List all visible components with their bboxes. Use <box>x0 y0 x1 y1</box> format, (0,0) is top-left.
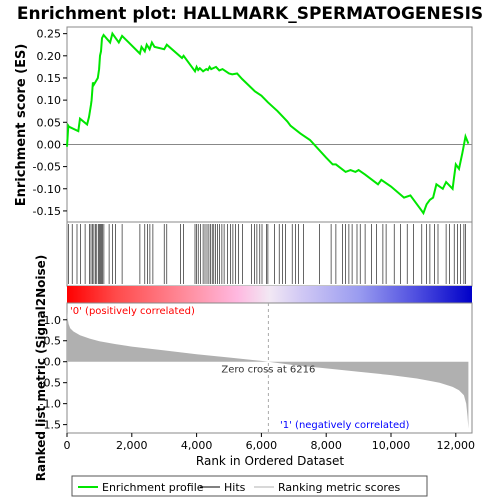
legend-label-ranking: Ranking metric scores <box>278 481 400 494</box>
es-ytick-label: 0.15 <box>37 72 62 85</box>
pos-correlated-label: '0' (positively correlated) <box>70 306 195 317</box>
es-ytick-label: -0.05 <box>33 161 61 174</box>
es-ytick-label: 0.00 <box>37 138 62 151</box>
x-axis-label: Rank in Ordered Dataset <box>196 454 344 468</box>
xtick-label: 0 <box>64 439 71 452</box>
es-y-axis-label: Enrichment score (ES) <box>14 44 29 207</box>
es-ytick-label: -0.10 <box>33 183 61 196</box>
es-ytick-label: 0.25 <box>37 28 62 41</box>
xtick-label: 6,000 <box>246 439 278 452</box>
metric-ytick-label: 0.5 <box>44 335 62 348</box>
legend-box <box>71 475 428 497</box>
metric-ytick-label: -0.5 <box>40 377 61 390</box>
chart-title: Enrichment plot: HALLMARK_SPERMATOGENESI… <box>17 4 483 24</box>
legend-label-enrichment: Enrichment profile <box>102 481 204 494</box>
xtick-label: 8,000 <box>310 439 342 452</box>
metric-ytick-label: 1.0 <box>44 314 62 327</box>
metric-area <box>67 311 469 429</box>
neg-correlated-label: '1' (negatively correlated) <box>280 420 409 431</box>
xtick-label: 12,000 <box>437 439 476 452</box>
metric-ytick-label: -1.0 <box>40 398 61 411</box>
legend-label-hits: Hits <box>224 481 246 494</box>
xtick-label: 2,000 <box>116 439 148 452</box>
es-ytick-label: 0.10 <box>37 94 62 107</box>
metric-ytick-label: 0.0 <box>44 356 62 369</box>
metric-y-axis-label: Ranked list metric (Signal2Noise) <box>34 255 48 482</box>
es-ytick-label: 0.20 <box>37 50 62 63</box>
es-ytick-label: -0.15 <box>33 205 61 218</box>
metric-panel-frame <box>66 302 473 434</box>
xtick-label: 4,000 <box>181 439 213 452</box>
metric-ytick-label: -1.5 <box>40 419 61 432</box>
rank-color-bar <box>67 286 472 303</box>
zero-cross-label: Zero cross at 6216 <box>221 365 315 376</box>
xtick-label: 10,000 <box>372 439 411 452</box>
es-ytick-label: 0.05 <box>37 116 62 129</box>
hits-panel-frame <box>66 221 473 287</box>
es-series-line <box>66 31 470 216</box>
es-panel-frame <box>66 26 473 223</box>
